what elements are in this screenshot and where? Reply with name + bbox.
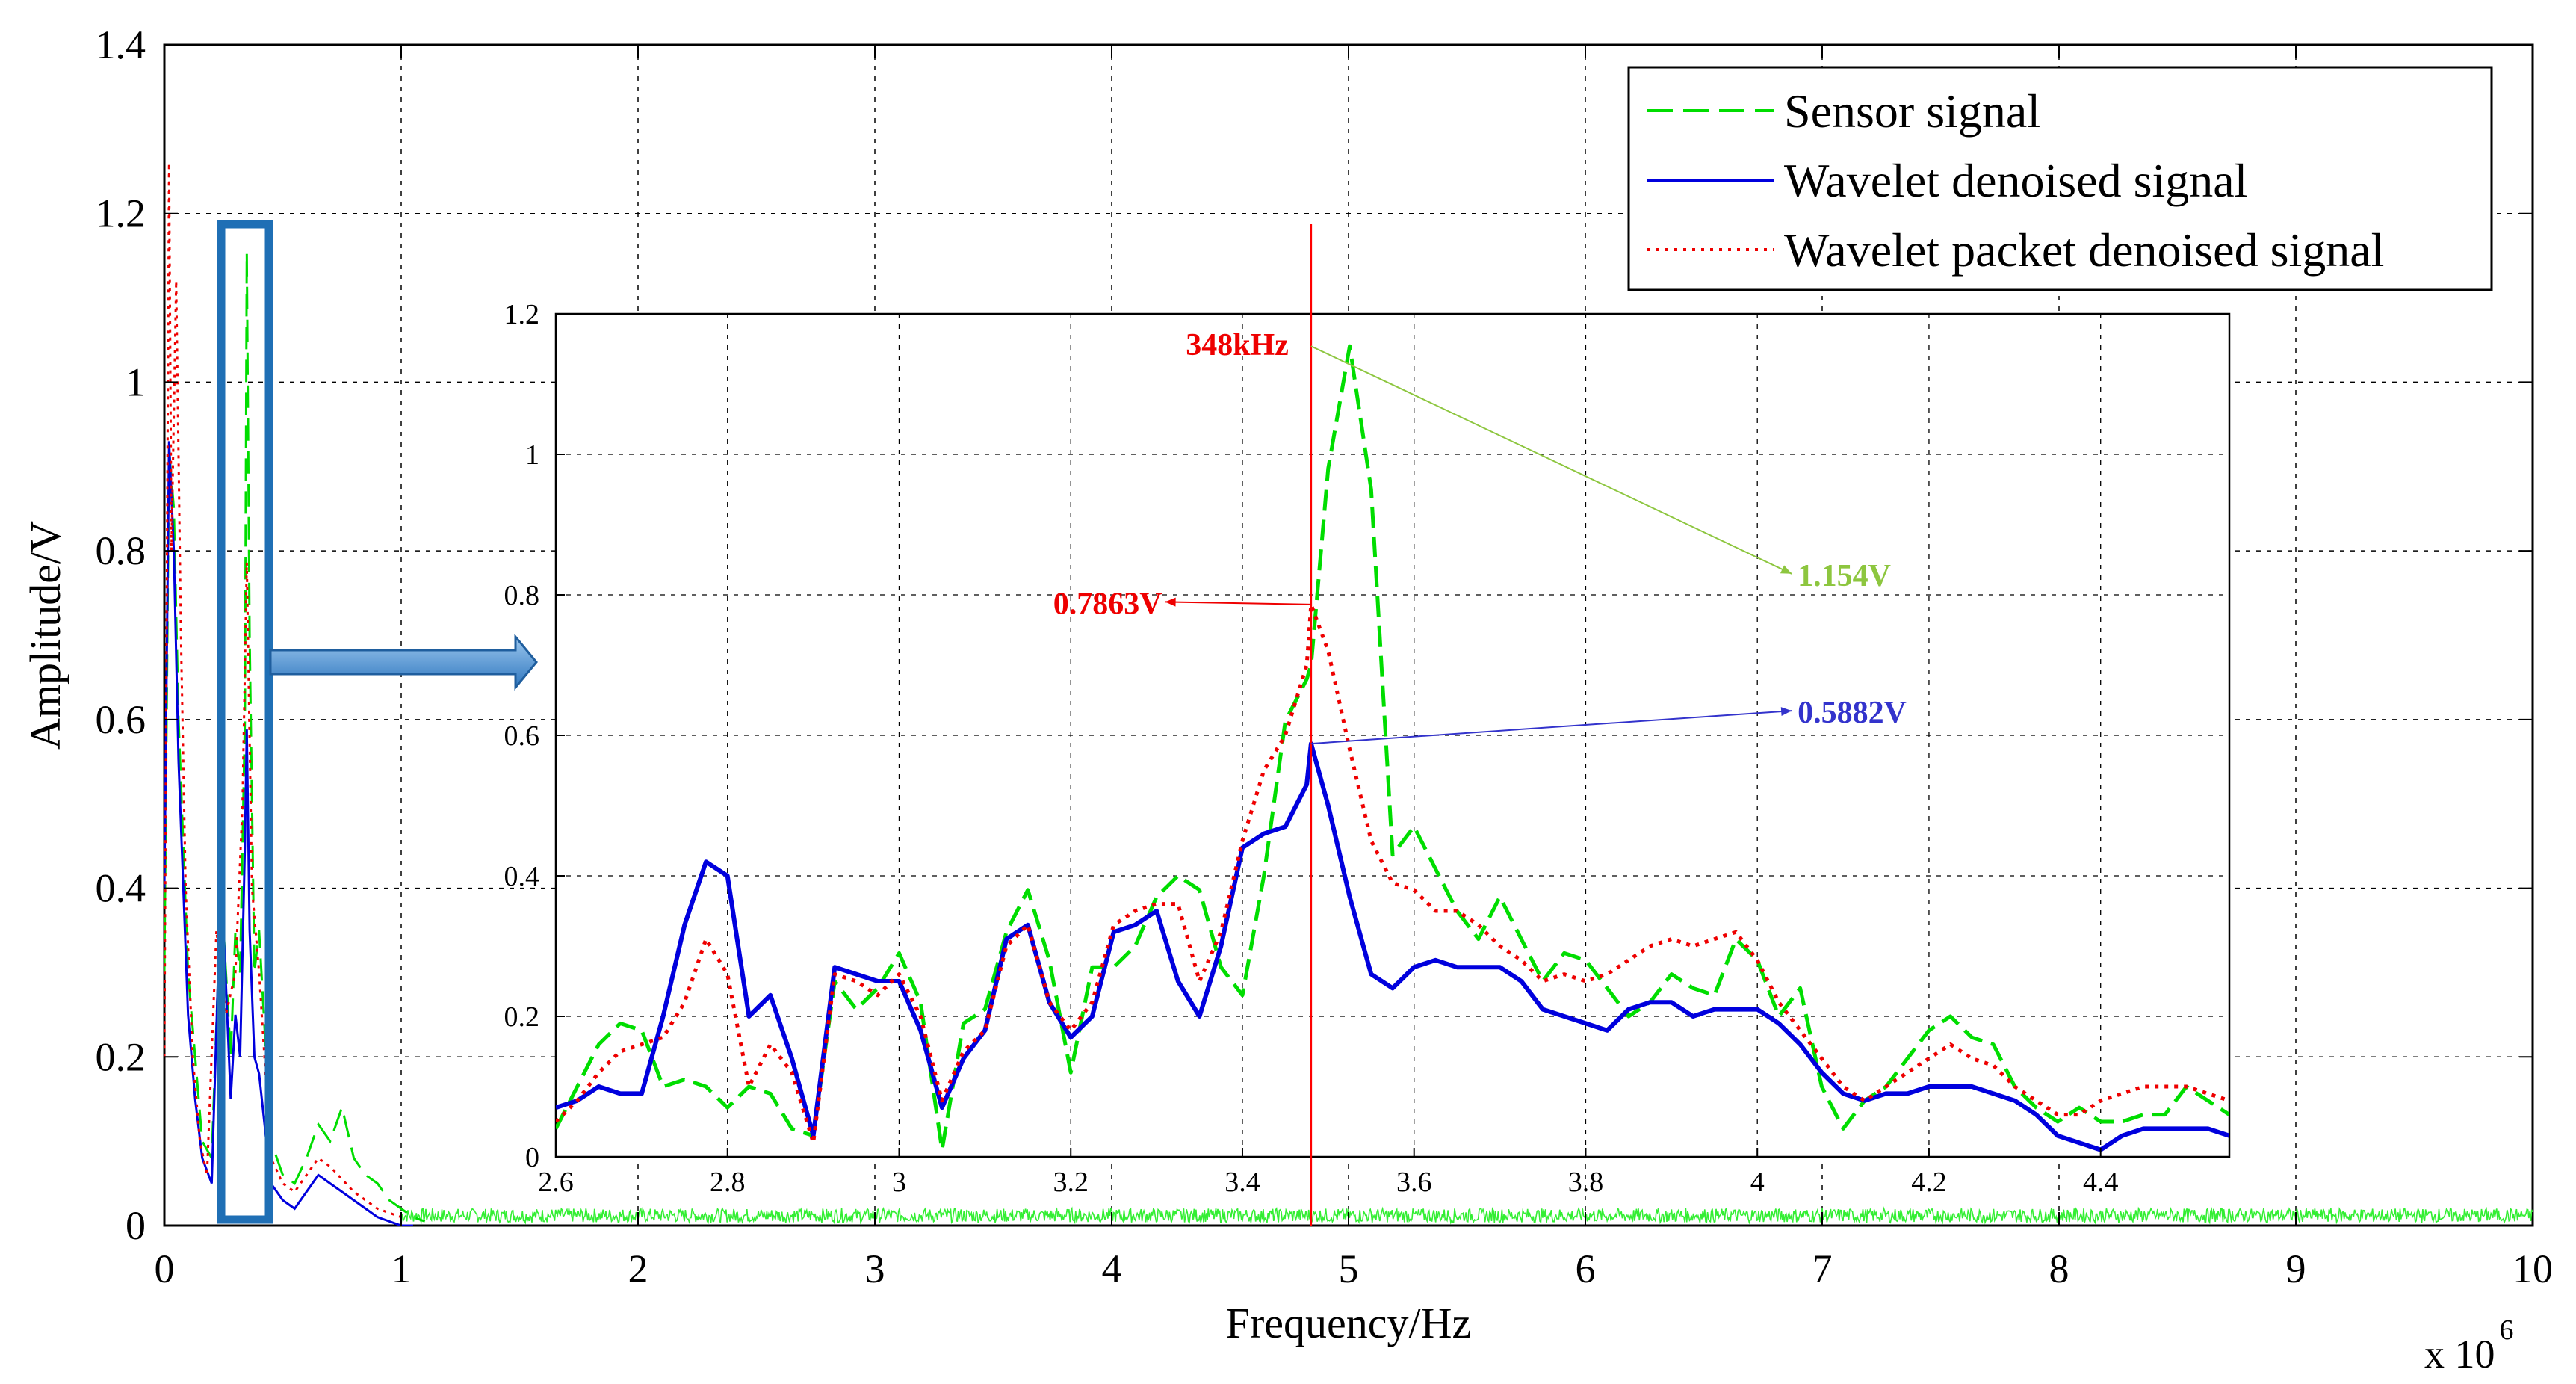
- main-x-tick-label: 4: [1102, 1246, 1122, 1291]
- main-x-tick-label: 2: [628, 1246, 648, 1291]
- main-x-tick-label: 10: [2512, 1246, 2553, 1291]
- annotation-arrowhead-1: [1165, 597, 1176, 607]
- inset-x-tick-label: 3.4: [1224, 1167, 1260, 1198]
- main-x-tick-label: 0: [155, 1246, 175, 1291]
- main-series-line-1: [164, 441, 413, 1226]
- inset-y-tick-label: 0.8: [504, 580, 540, 611]
- inset-y-tick-label: 1: [525, 439, 539, 471]
- zoom-indicator: [217, 220, 538, 1224]
- zoom-box: [217, 220, 273, 1224]
- main-x-tick-label: 8: [2049, 1246, 2069, 1291]
- main-y-tick-label: 0.6: [96, 697, 146, 742]
- main-series-line-0: [164, 252, 426, 1223]
- inset-series-line-1: [556, 741, 2229, 1152]
- inset-series-line-0: [556, 344, 2229, 1152]
- main-y-tick-label: 1.2: [96, 191, 146, 236]
- main-x-tick-label: 1: [391, 1246, 412, 1291]
- inset-x-tick-label: 3.2: [1053, 1167, 1089, 1198]
- inset-x-tick-label: 3: [892, 1167, 906, 1198]
- inset-y-tick-label: 0.6: [504, 720, 540, 752]
- x-multiplier-exp: 6: [2500, 1315, 2514, 1346]
- inset-y-tick-label: 0.2: [504, 1001, 540, 1033]
- main-x-tick-label: 7: [1812, 1246, 1833, 1291]
- x-axis-title: Frequency/Hz: [1226, 1299, 1472, 1347]
- main-x-tick-label: 9: [2286, 1246, 2306, 1291]
- annotation-value-1: 0.7863V: [1053, 587, 1162, 621]
- inset-x-tick-label: 3.8: [1568, 1167, 1604, 1198]
- inset-x-tick-label: 4.4: [2083, 1167, 2119, 1198]
- legend-label-packet: Wavelet packet denoised signal: [1784, 223, 2384, 277]
- y-axis-title: Amplitude/V: [21, 521, 69, 750]
- inset-axes: 2.6 2.8 3 3.2 3.4 3.6 3.8 4 4.2 4.4 0 0.2 0.4 0.6 0.8…: [504, 224, 2231, 1226]
- inset-x-tick-label: 2.8: [710, 1167, 746, 1198]
- legend: Sensor signal Wavelet denoised signal Wa…: [1627, 66, 2493, 291]
- main-y-tick-label: 1.4: [96, 22, 146, 67]
- main-x-tick-label: 6: [1576, 1246, 1596, 1291]
- inset-x-tick-label: 4.2: [1911, 1167, 1947, 1198]
- inset-y-tick-label: 0: [525, 1142, 539, 1173]
- annotation-leader-0: [1310, 345, 1792, 575]
- main-y-ticks: 0 0.2 0.4 0.6 0.8 1 1.2 1.4: [96, 22, 2533, 1248]
- inset-y-tick-label: 0.4: [504, 861, 540, 892]
- inset-x-tick-label: 3.6: [1396, 1167, 1432, 1198]
- main-y-tick-label: 0.8: [96, 528, 146, 573]
- annotation-arrowhead-2: [1780, 707, 1792, 717]
- main-x-tick-label: 3: [865, 1246, 885, 1291]
- annotation-leader-2: [1310, 710, 1792, 745]
- main-y-tick-label: 0.4: [96, 866, 146, 911]
- inset-series-line-2: [556, 602, 2229, 1145]
- main-series: [164, 162, 2533, 1226]
- main-x-ticks: 0 1 2 3 4 5 6 7 8 9 10: [155, 45, 2553, 1291]
- inset-series: [556, 344, 2229, 1152]
- main-y-tick-label: 1: [126, 359, 146, 404]
- main-x-tick-label: 5: [1339, 1246, 1359, 1291]
- annotation-value-2: 0.5882V: [1798, 696, 1907, 730]
- x-multiplier-base: x 10: [2424, 1332, 2495, 1377]
- main-y-tick-label: 0: [126, 1203, 146, 1248]
- inset-y-ticks: 0 0.2 0.4 0.6 0.8 1 1.2: [504, 299, 565, 1173]
- annotation-leader-1: [1165, 601, 1311, 605]
- zoom-arrow: [269, 633, 538, 691]
- annotations: 348kHz 1.154V 0.7863V 0.5882V: [1053, 328, 1907, 745]
- legend-label-wavelet: Wavelet denoised signal: [1784, 154, 2247, 207]
- annotation-348khz: 348kHz: [1186, 328, 1289, 362]
- annotation-arrowhead-0: [1780, 565, 1792, 574]
- inset-y-tick-label: 1.2: [504, 299, 540, 330]
- legend-label-sensor: Sensor signal: [1784, 84, 2040, 138]
- inset-x-tick-label: 4: [1750, 1167, 1765, 1198]
- x-multiplier: x 106: [2424, 1315, 2514, 1377]
- inset-x-tick-label: 2.6: [538, 1167, 574, 1198]
- main-sensor-noise-floor: [400, 1206, 2533, 1226]
- main-y-tick-label: 0.2: [96, 1034, 146, 1079]
- inset-x-ticks: 2.6 2.8 3 3.2 3.4 3.6 3.8 4 4.2 4.4: [538, 1148, 2118, 1198]
- annotation-value-0: 1.154V: [1798, 559, 1891, 593]
- inset-grid: [556, 314, 2229, 1157]
